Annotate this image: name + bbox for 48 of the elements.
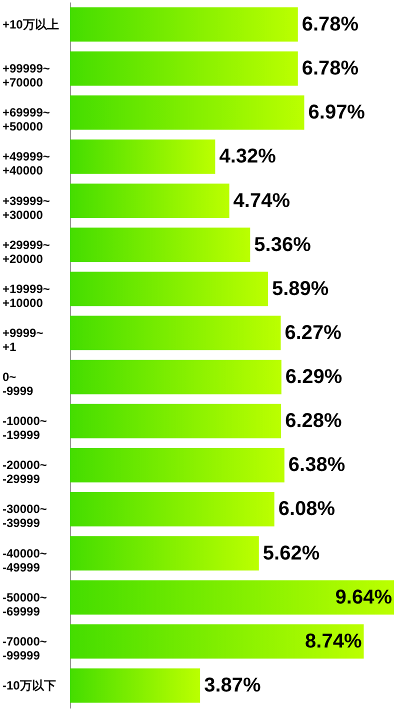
data-label: 6.97%: [308, 102, 366, 124]
bar: [70, 7, 298, 42]
data-label: 4.32%: [219, 146, 276, 168]
data-label: 6.78%: [302, 13, 359, 36]
y-tick-label: -20000~ -29999: [2, 458, 47, 486]
data-label: 5.36%: [254, 234, 312, 256]
data-label: 5.89%: [272, 278, 329, 300]
y-tick-label: -50000~ -69999: [2, 590, 47, 618]
data-label: 6.38%: [288, 454, 346, 476]
y-tick-label: +9999~ +1: [2, 326, 44, 354]
y-tick-label: +39999~ +30000: [2, 194, 50, 222]
bar: [70, 404, 282, 438]
bar: [70, 51, 298, 86]
data-label: 6.28%: [285, 410, 342, 432]
data-label: 8.74%: [305, 630, 362, 652]
data-label: 5.62%: [262, 542, 320, 564]
bar: [70, 580, 394, 615]
y-tick-label: -30000~ -39999: [2, 502, 47, 530]
y-tick-label: -40000~ -49999: [2, 546, 47, 574]
y-tick-label: +19999~ +10000: [2, 282, 50, 310]
bar: [70, 272, 268, 306]
bar: [70, 624, 364, 659]
bar: [70, 492, 274, 526]
y-tick-label: -10000~ -19999: [2, 414, 47, 442]
data-label: 6.08%: [278, 498, 336, 520]
bar: [70, 668, 200, 703]
bar: [70, 228, 250, 262]
bar: [70, 95, 304, 130]
y-tick-label: +69999~ +50000: [2, 106, 50, 134]
bar: [70, 536, 259, 570]
y-tick-label: -10万以下: [2, 678, 56, 693]
bar: [70, 360, 282, 394]
bar: [70, 316, 281, 350]
y-tick-label: -70000~ -99999: [2, 634, 47, 662]
data-label: 6.78%: [302, 58, 359, 80]
data-label: 4.74%: [233, 190, 290, 212]
y-tick-label: +49999~ +40000: [2, 150, 50, 178]
bar: [70, 140, 216, 174]
data-label: 6.29%: [285, 366, 342, 388]
data-label: 9.64%: [335, 586, 392, 608]
y-tick-label: 0~ -9999: [2, 370, 34, 398]
data-label: 3.87%: [204, 674, 261, 697]
bar: [70, 448, 284, 482]
y-tick-label: +10万以上: [2, 17, 59, 32]
y-tick-label: +99999~ +70000: [2, 62, 50, 90]
bar: [70, 184, 230, 218]
data-label: 6.27%: [284, 322, 342, 344]
y-tick-label: +29999~ +20000: [2, 238, 50, 266]
